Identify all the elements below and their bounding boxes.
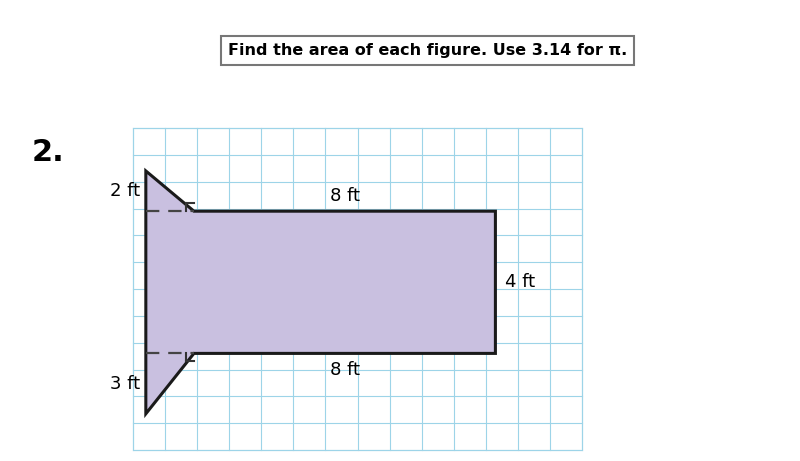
Text: 2 ft: 2 ft [110, 182, 140, 200]
Bar [133, 128, 582, 450]
Text: 3 ft: 3 ft [110, 375, 140, 393]
Text: 3 ft: 3 ft [159, 217, 189, 235]
Text: 2.: 2. [32, 138, 65, 167]
Text: 3 ft: 3 ft [159, 330, 189, 348]
Text: Find the area of each figure. Use 3.14 for π.: Find the area of each figure. Use 3.14 f… [228, 43, 627, 58]
Text: 4 ft: 4 ft [506, 273, 535, 291]
Text: 8 ft: 8 ft [330, 361, 360, 378]
Polygon shape [146, 171, 495, 414]
Text: 8 ft: 8 ft [330, 188, 360, 206]
Text: YOU TRY!: YOU TRY! [32, 34, 216, 67]
